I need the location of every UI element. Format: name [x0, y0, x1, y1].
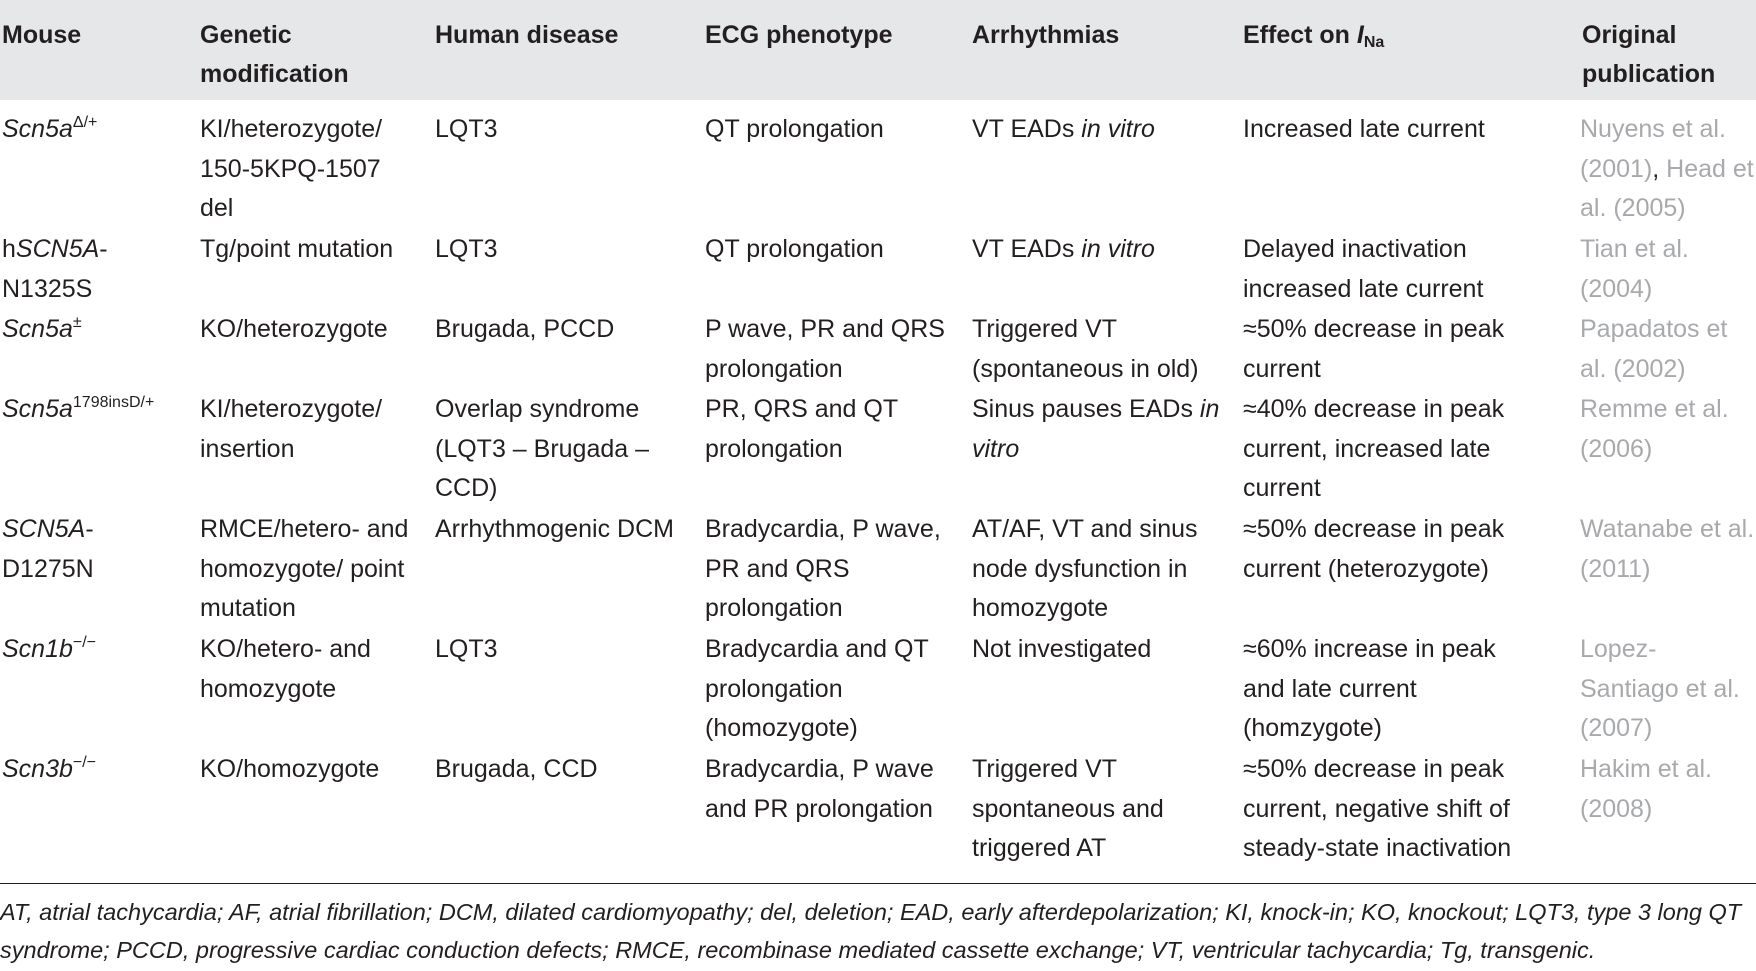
table-bottom-rule	[0, 883, 1756, 884]
cell-mouse: hSCN5A- N1325S	[2, 230, 187, 309]
cell-original-publication: Nuyens et al. (2001), Head et al. (2005)	[1580, 115, 1754, 222]
header-effect-on-ina: Effect on INa	[1243, 16, 1543, 55]
arrhythmias-italic: in vitro	[1081, 115, 1155, 143]
cell-effect-on-ina: ≈40% decrease in peak current, increased…	[1243, 395, 1505, 502]
cell-arrhythmias: VT EADs in vitro	[972, 110, 1227, 150]
cell-original-publication: Tian et al. (2004)	[1580, 235, 1689, 303]
cell-mouse: SCN5A- D1275N	[2, 510, 187, 589]
table-row: Scn5aΔ/+ KI/heterozygote/ 150-5KPQ-1507 d…	[0, 110, 1756, 230]
arrhythmias-italic: in vitro	[972, 395, 1220, 463]
cell-original-publication: Papadatos et al. (2002)	[1580, 315, 1728, 383]
mouse-gene: SCN5A	[2, 515, 86, 543]
cell-arrhythmias: Not investigated	[972, 630, 1227, 670]
cell-human-disease: LQT3	[435, 635, 498, 663]
header-arrhythmias: Arrhythmias	[972, 21, 1120, 49]
header-human-disease: Human disease	[435, 21, 619, 49]
arrhythmias-text: Sinus pauses EADs	[972, 395, 1193, 423]
cell-original-publication: Lopez-Santiago et al. (2007)	[1580, 635, 1740, 742]
header-effect-prefix: Effect on	[1243, 21, 1350, 49]
table-row: Scn1b−/− KO/hetero- and homozygote LQT3 Bra…	[0, 630, 1756, 750]
mouse-gene: SCN5A	[15, 235, 100, 263]
table-row: Scn3b−/− KO/homozygote Brugada, CCD Bradyca…	[0, 750, 1756, 870]
cell-genetic-modification: KI/heterozygote/ insertion	[200, 395, 383, 463]
header-mouse: Mouse	[2, 21, 82, 49]
header-original-publication: Original publication	[1582, 21, 1716, 88]
mouse-gene: Scn5a	[2, 315, 73, 343]
cell-arrhythmias: Triggered VT spontaneous and triggered A…	[972, 750, 1227, 869]
cell-genetic-modification: RMCE/hetero- and homozygote/ point mutat…	[200, 515, 409, 622]
mouse-prefix: h	[2, 235, 16, 263]
cell-mouse: Scn3b−/−	[2, 750, 187, 790]
cell-arrhythmias: Triggered VT (spontaneous in old)	[972, 310, 1227, 389]
mouse-gene: Scn5a	[2, 115, 73, 143]
table-row: SCN5A- D1275N RMCE/hetero- and homozygote…	[0, 510, 1756, 630]
mouse-allele: ±	[72, 314, 82, 331]
mouse-variant: - N1325S	[2, 235, 108, 303]
cell-ecg-phenotype: Bradycardia, P wave, PR and QRS prolonga…	[705, 515, 941, 622]
cell-original-publication: Hakim et al. (2008)	[1580, 755, 1712, 823]
cell-ecg-phenotype: P wave, PR and QRS prolongation	[705, 315, 945, 383]
cell-human-disease: LQT3	[435, 235, 498, 263]
cell-effect-on-ina: ≈60% increase in peak and late current (…	[1243, 635, 1496, 742]
cell-human-disease: Arrhythmogenic DCM	[435, 515, 674, 543]
mouse-allele: −/−	[72, 634, 97, 651]
cell-human-disease: Brugada, PCCD	[435, 315, 615, 343]
cell-human-disease: LQT3	[435, 115, 498, 143]
cell-arrhythmias: AT/AF, VT and sinus node dysfunction in …	[972, 510, 1227, 629]
cell-genetic-modification: KO/heterozygote	[200, 315, 388, 343]
header-genetic-modification: Genetic modification	[200, 21, 349, 88]
mouse-gene: Scn1b	[2, 635, 73, 663]
arrhythmias-italic: in vitro	[1081, 235, 1155, 263]
mouse-allele: 1798insD/+	[72, 394, 155, 411]
arrhythmias-text: AT/AF, VT and sinus node dysfunction in …	[972, 515, 1198, 622]
mouse-variant: - D1275N	[2, 515, 94, 583]
cell-genetic-modification: KO/homozygote	[200, 755, 380, 783]
cell-original-publication: Watanabe et al. (2011)	[1580, 515, 1755, 583]
cell-mouse: Scn5aΔ/+	[2, 110, 187, 150]
cell-effect-on-ina: Delayed inactivation increased late curr…	[1243, 235, 1484, 303]
arrhythmias-text: VT EADs	[972, 235, 1075, 263]
table-header: Mouse Genetic modification Human disease…	[0, 0, 1756, 100]
arrhythmias-text: Triggered VT (spontaneous in old)	[972, 315, 1199, 383]
mouse-allele: Δ/+	[72, 114, 98, 131]
mouse-models-table: Mouse Genetic modification Human disease…	[0, 0, 1756, 862]
table-row: hSCN5A- N1325S Tg/point mutation LQT3 QT pr…	[0, 230, 1756, 310]
arrhythmias-text: Not investigated	[972, 635, 1152, 663]
cell-effect-on-ina: ≈50% decrease in peak current, negative …	[1243, 755, 1512, 862]
cell-arrhythmias: Sinus pauses EADs in vitro	[972, 390, 1227, 469]
cell-genetic-modification: KI/heterozygote/ 150-5KPQ-1507 del	[200, 115, 383, 222]
cell-ecg-phenotype: PR, QRS and QT prolongation	[705, 395, 898, 463]
cell-mouse: Scn5a±	[2, 310, 187, 350]
cell-genetic-modification: Tg/point mutation	[200, 235, 394, 263]
cell-ecg-phenotype: Bradycardia and QT prolongation (homozyg…	[705, 635, 929, 742]
cell-ecg-phenotype: QT prolongation	[705, 235, 884, 263]
mouse-gene: Scn3b	[2, 755, 73, 783]
arrhythmias-text: VT EADs	[972, 115, 1075, 143]
mouse-allele: −/−	[72, 754, 97, 771]
table-row: Scn5a± KO/heterozygote Brugada, PCCD P wave…	[0, 310, 1756, 390]
cell-ecg-phenotype: Bradycardia, P wave and PR prolongation	[705, 755, 934, 823]
cell-effect-on-ina: ≈50% decrease in peak current	[1243, 315, 1505, 383]
cell-ecg-phenotype: QT prolongation	[705, 115, 884, 143]
cell-genetic-modification: KO/hetero- and homozygote	[200, 635, 371, 703]
header-effect-subscript: Na	[1363, 34, 1385, 51]
header-effect-symbol: I	[1356, 21, 1364, 49]
arrhythmias-text: Triggered VT spontaneous and triggered A…	[972, 755, 1164, 862]
cell-arrhythmias: VT EADs in vitro	[972, 230, 1227, 270]
cell-effect-on-ina: ≈50% decrease in peak current (heterozyg…	[1243, 515, 1505, 583]
cell-human-disease: Brugada, CCD	[435, 755, 598, 783]
cell-effect-on-ina: Increased late current	[1243, 115, 1485, 143]
header-ecg-phenotype: ECG phenotype	[705, 21, 893, 49]
table-footnote: AT, atrial tachycardia; AF, atrial fibri…	[0, 899, 1742, 963]
cell-human-disease: Overlap syndrome (LQT3 – Brugada – CCD)	[435, 395, 650, 502]
cell-mouse: Scn5a1798insD/+	[2, 390, 187, 430]
cell-original-publication: Remme et al. (2006)	[1580, 395, 1729, 463]
mouse-gene: Scn5a	[2, 395, 73, 423]
cell-mouse: Scn1b−/−	[2, 630, 187, 670]
table-row: Scn5a1798insD/+ KI/heterozygote/ insertio…	[0, 390, 1756, 510]
